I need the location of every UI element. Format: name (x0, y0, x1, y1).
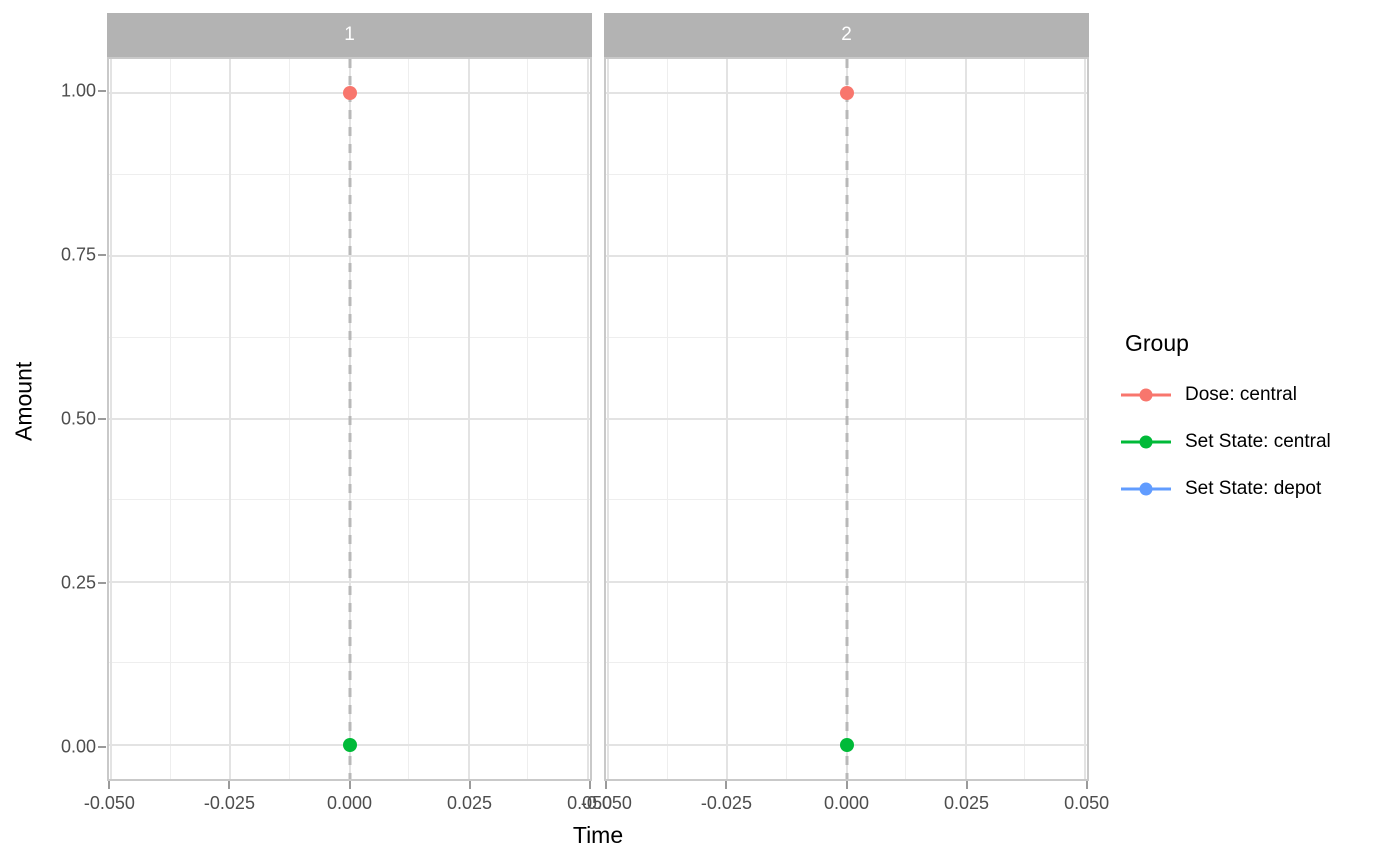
x-tick-label: 0.050 (567, 793, 613, 813)
x-tick-label: 0.025 (447, 793, 493, 813)
data-point (342, 86, 357, 101)
y-tick-mark (98, 745, 106, 748)
x-tick-mark (845, 781, 848, 789)
y-tick-label: 0.75 (60, 244, 96, 265)
reference-line-dashed (845, 59, 848, 779)
legend-key (1121, 432, 1171, 452)
legend-key-point-icon (1139, 388, 1153, 402)
x-tick-mark (588, 781, 591, 789)
x-tick-mark (1085, 781, 1088, 789)
x-axis-title: Time (572, 822, 624, 848)
gridline-major-v (726, 59, 729, 779)
gridline-major-v (467, 59, 470, 779)
facet-strip-label: 2 (841, 24, 852, 45)
x-tick-mark (725, 781, 728, 789)
legend-key-point-icon (1139, 482, 1153, 496)
y-tick-label: 0.50 (60, 408, 96, 429)
legend-key (1121, 385, 1171, 405)
legend-entry: Set State: depot (1121, 478, 1331, 499)
y-tick-label: 1.00 (60, 80, 96, 101)
facet-panel-1 (107, 57, 592, 781)
y-tick-label: 0.25 (60, 572, 96, 593)
x-axis-facet-2: -0.050 -0.025 0.000 0.025 0.050 (581, 781, 1109, 841)
legend-entries: Dose: central Set State: central Set State… (1121, 384, 1331, 499)
x-tick-label: 0.050 (1064, 793, 1110, 813)
facet-panel-2 (604, 57, 1089, 781)
x-tick-mark (605, 781, 608, 789)
legend-key-point-icon (1139, 435, 1153, 449)
x-tick-label: -0.025 (203, 793, 255, 813)
y-tick-mark (98, 418, 106, 420)
facet-strip-1: 1 (107, 13, 592, 57)
x-tick-mark (228, 781, 231, 789)
x-tick-mark (965, 781, 968, 789)
data-point (342, 737, 357, 752)
y-tick-mark (98, 581, 106, 584)
legend-entry-label: Set State: depot (1185, 478, 1322, 499)
facet-strip-label: 1 (344, 24, 355, 45)
x-tick-label: 0.000 (326, 793, 373, 813)
gridline-major-v (586, 59, 589, 779)
x-tick-label: -0.025 (700, 793, 752, 813)
data-point (839, 737, 854, 752)
y-tick-mark (98, 90, 106, 93)
legend-entry: Dose: central (1121, 384, 1331, 405)
x-tick-label: 0.000 (823, 793, 870, 813)
gridline-major-v (229, 59, 232, 779)
legend-title: Group (1125, 330, 1189, 356)
legend: Group Dose: central Set State: central Set… (1121, 330, 1331, 526)
x-tick-mark (468, 781, 471, 789)
legend-key (1121, 479, 1171, 499)
gridline-major-v (110, 59, 113, 779)
x-tick-label: 0.025 (944, 793, 990, 813)
gridline-major-v (964, 59, 967, 779)
y-tick-label: 0.00 (60, 736, 96, 757)
y-axis: 0.00 0.25 0.50 0.75 1.00 (0, 0, 106, 866)
x-tick-mark (108, 781, 111, 789)
data-point (839, 86, 854, 101)
legend-entry-label: Dose: central (1185, 384, 1297, 405)
legend-entry: Set State: central (1121, 431, 1331, 452)
x-tick-label: -0.050 (580, 793, 632, 813)
x-tick-mark (348, 781, 351, 789)
y-tick-mark (98, 254, 106, 257)
facet-strip-2: 2 (604, 13, 1089, 57)
gridline-major-v (607, 59, 610, 779)
x-axis-facet-1: -0.050 -0.025 0.000 0.025 0.050 (84, 781, 612, 841)
reference-line-dashed (348, 59, 351, 779)
gridline-major-v (1083, 59, 1086, 779)
legend-entry-label: Set State: central (1185, 431, 1331, 452)
x-tick-label: -0.050 (83, 793, 135, 813)
